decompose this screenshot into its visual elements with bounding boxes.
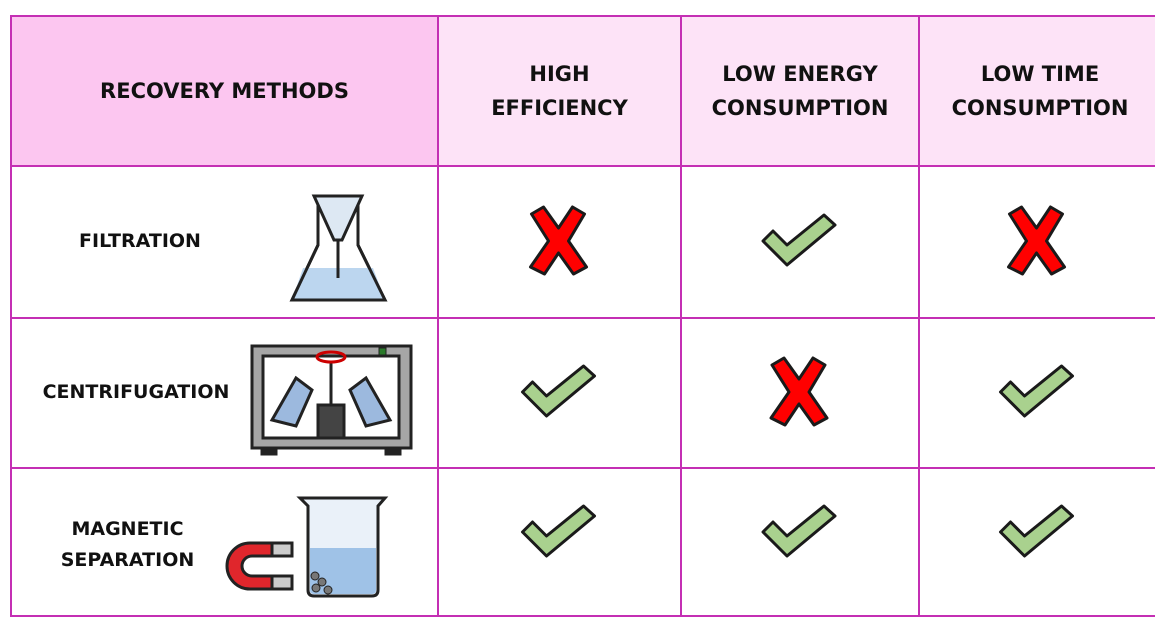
page: RECOVERY METHODSHIGH EFFICIENCYLOW ENERG… [0, 0, 1155, 609]
illustrations [0, 0, 1155, 609]
cross-icon [1009, 207, 1065, 274]
magnet-icon [227, 543, 292, 589]
check-icon [523, 366, 595, 416]
check-icon [763, 215, 835, 265]
beaker-icon [300, 498, 385, 596]
check-icon [1001, 366, 1073, 416]
flask-icon [292, 196, 385, 300]
check-icon [763, 506, 835, 556]
check-icon [1001, 506, 1073, 556]
check-icon [523, 506, 595, 556]
cross-icon [771, 358, 827, 425]
cross-icon [531, 207, 587, 274]
centrifuge-icon [252, 346, 411, 454]
